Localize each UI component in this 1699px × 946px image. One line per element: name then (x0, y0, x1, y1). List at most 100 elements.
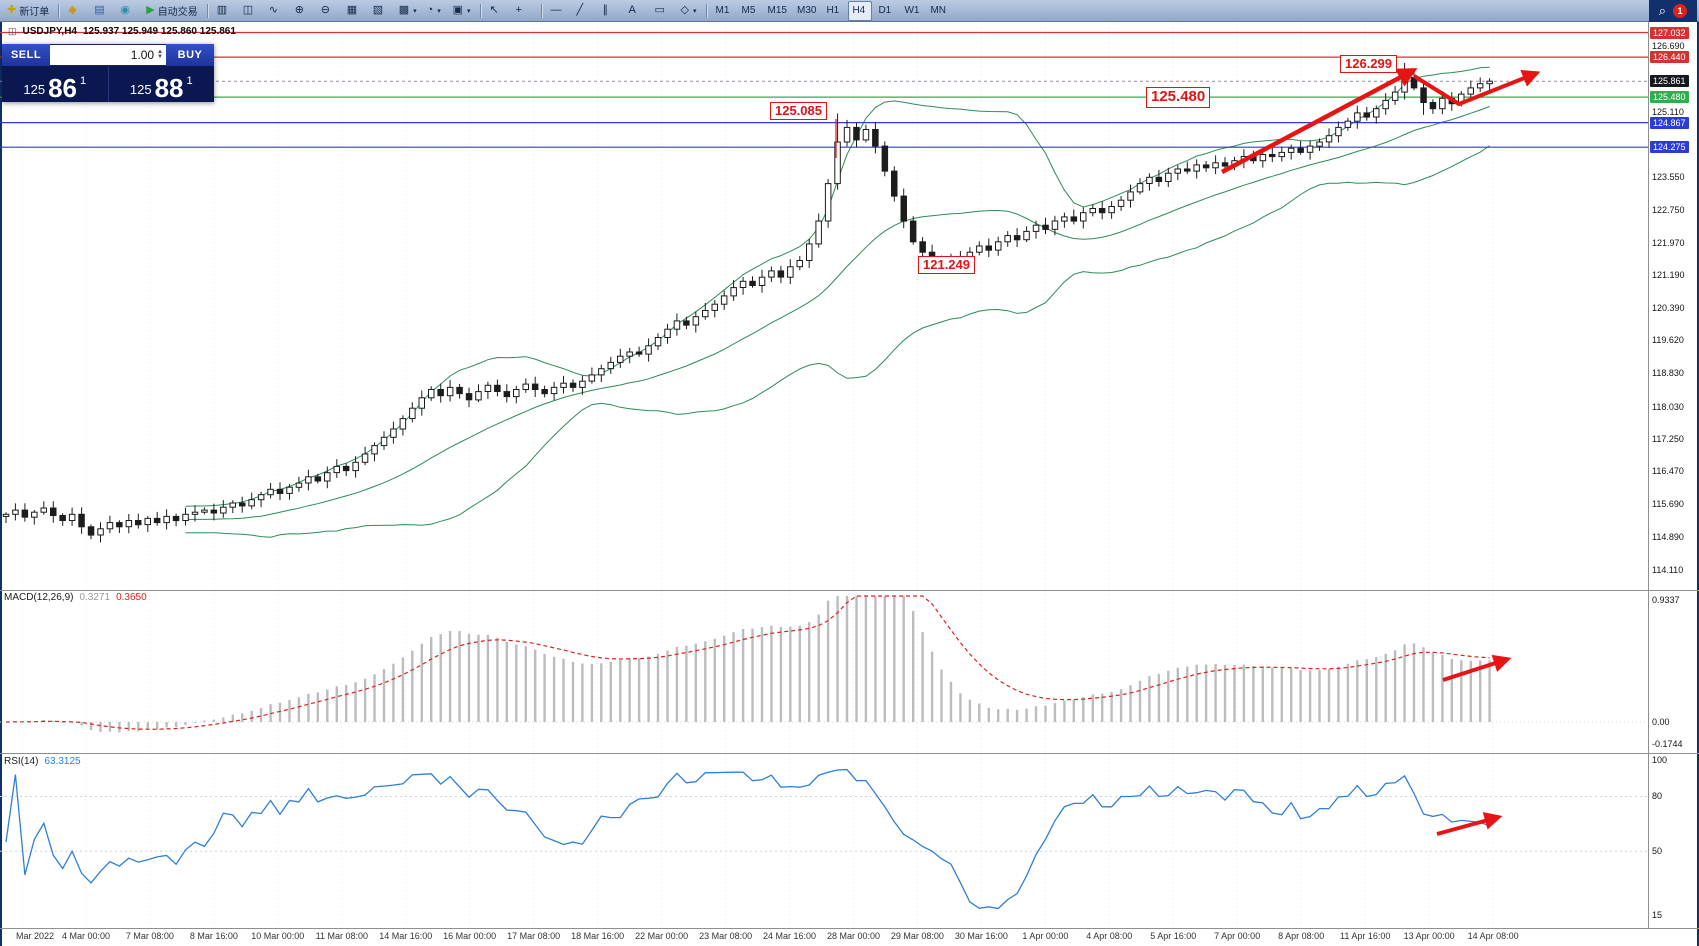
timeframe-h1-button[interactable]: H1 (822, 1, 846, 21)
crosshair-icon: + (515, 4, 522, 16)
timeframe-m30-button[interactable]: M30 (793, 1, 820, 21)
new-order-icon: ✚ (7, 4, 17, 16)
chevron-down-icon: ▾ (693, 7, 697, 15)
favorites-button[interactable]: ◆ (64, 1, 88, 21)
timeframe-h4-button-label: H4 (852, 5, 866, 16)
timeframe-w1-button-label: W1 (904, 5, 920, 16)
rsi-name: RSI(14) (4, 756, 39, 767)
candlestick-chart-button[interactable]: ◫ (239, 1, 263, 21)
autotrading-button-label: 自动交易 (157, 7, 198, 18)
toolbar-separator (58, 3, 60, 18)
bar-chart-icon: ▥ (216, 4, 228, 16)
zoom-out-button[interactable]: ⊖ (317, 1, 341, 21)
autotrading-button[interactable]: ▶ 自动交易 (142, 1, 201, 21)
symbol-and-timeframe: USDJPY,H4 (22, 26, 77, 37)
timeframe-m1-button-label: M1 (715, 5, 730, 16)
sell-button[interactable]: SELL (2, 44, 50, 66)
candlestick-chart-icon: ◫ (242, 4, 254, 16)
cascade-windows-button[interactable]: ▧ (369, 1, 393, 21)
volume-spinner[interactable]: ▲ ▼ (157, 49, 163, 60)
shapes-button[interactable]: ◇ ▾ (677, 1, 701, 21)
timeframe-d1-button-label: D1 (878, 5, 892, 16)
cursor-icon: ↖ (489, 4, 499, 16)
sell-price-pip: 1 (80, 75, 87, 87)
horizontal-line-button[interactable]: — (547, 1, 571, 21)
volume-value: 1.00 (130, 48, 155, 62)
periods-button[interactable]: ◔ ▾ (423, 1, 447, 21)
periods-icon: ◔ (426, 4, 434, 16)
timeframe-m5-button[interactable]: M5 (738, 1, 762, 21)
chevron-down-icon: ▾ (413, 7, 417, 15)
trade-panel-prices: 125 86 1 125 88 1 (2, 66, 214, 102)
toolbar-separator (206, 3, 208, 18)
new-order-button-label: 新订单 (19, 7, 50, 18)
symbol-icon: ◫ (8, 26, 17, 36)
line-chart-button[interactable]: ∿ (265, 1, 289, 21)
horizontal-line-icon: — (550, 4, 562, 16)
timeframe-m15-button-label: M15 (767, 5, 787, 16)
macd-main-value: 0.3271 (79, 592, 111, 603)
timeframe-w1-button[interactable]: W1 (900, 1, 924, 21)
new-chart-icon: ▩ (398, 4, 410, 16)
equidistant-channel-icon: ∥ (602, 4, 609, 16)
label-button[interactable]: ▭ (651, 1, 675, 21)
ohlc-values: 125.937 125.949 125.860 125.861 (82, 26, 236, 37)
notification-badge[interactable]: 1 (1673, 3, 1687, 18)
trendline-icon: ╱ (576, 4, 584, 16)
tile-windows-button[interactable]: ▦ (343, 1, 367, 21)
volume-input[interactable]: 1.00 ▲ ▼ (50, 44, 166, 66)
timeframe-mn-button[interactable]: MN (926, 1, 950, 21)
zoom-in-icon: ⊕ (294, 4, 304, 16)
line-chart-icon: ∿ (268, 4, 278, 16)
main-toolbar: ✚ 新订单 ◆ ▤ ◉ ▶ 自动交易 ▥ ◫ ∿ ⊕ ⊖ ▦ ▧ ▩ ▾ ◔ ▾ ▣ ▾ ↖ + — ╱ ∥ A ▭ ◇ ▾ M1 M5 M1… (0, 0, 1699, 22)
toolbar-buttons: ✚ 新订单 ◆ ▤ ◉ ▶ 自动交易 ▥ ◫ ∿ ⊕ ⊖ ▦ ▧ ▩ ▾ ◔ ▾ ▣ ▾ ↖ + — ╱ ∥ A ▭ ◇ ▾ M1 M5 M1… (2, 0, 951, 22)
shapes-icon: ◇ (680, 4, 689, 16)
toolbar-separator (540, 3, 542, 18)
zoom-in-button[interactable]: ⊕ (291, 1, 315, 21)
new-order-button[interactable]: ✚ 新订单 (3, 1, 53, 21)
label-icon: ▭ (654, 4, 665, 16)
buy-price-display[interactable]: 125 88 1 (109, 66, 215, 102)
bar-chart-button[interactable]: ▥ (213, 1, 237, 21)
profiles-icon: ▤ (94, 4, 105, 16)
profiles-button[interactable]: ▤ (90, 1, 114, 21)
timeframe-m1-button[interactable]: M1 (712, 1, 736, 21)
equidistant-channel-button[interactable]: ∥ (599, 1, 623, 21)
rsi-value: 63.3125 (44, 756, 81, 767)
chevron-down-icon: ▾ (437, 7, 441, 15)
search-icon[interactable]: ⌕ (1658, 3, 1666, 18)
buy-price-pip: 1 (186, 75, 193, 87)
chevron-down-icon: ▾ (467, 7, 471, 15)
toolbar-right-corner: ⌕ 1 (1648, 0, 1697, 22)
cascade-windows-icon: ▧ (372, 4, 384, 16)
cursor-button[interactable]: ↖ (486, 1, 510, 21)
new-chart-button[interactable]: ▩ ▾ (395, 1, 421, 21)
favorites-icon: ◆ (68, 4, 77, 16)
templates-button[interactable]: ▣ ▾ (449, 1, 475, 21)
timeframe-h1-button-label: H1 (826, 5, 840, 16)
quote-line: ◫ USDJPY,H4 125.937 125.949 125.860 125.… (8, 26, 236, 37)
toolbar-separator (705, 3, 707, 18)
timeframe-d1-button[interactable]: D1 (874, 1, 898, 21)
trendline-button[interactable]: ╱ (573, 1, 597, 21)
timeframe-m30-button-label: M30 (796, 5, 817, 16)
templates-icon: ▣ (452, 4, 464, 16)
text-icon: A (628, 4, 636, 16)
sell-price-prefix: 125 (23, 82, 46, 97)
macd-name: MACD(12,26,9) (4, 592, 74, 603)
timeframe-m15-button[interactable]: M15 (764, 1, 791, 21)
market-watch-button[interactable]: ◉ (116, 1, 140, 21)
tile-windows-icon: ▦ (346, 4, 358, 16)
timeframe-m5-button-label: M5 (741, 5, 756, 16)
crosshair-button[interactable]: + (512, 1, 536, 21)
timeframe-h4-button[interactable]: H4 (848, 0, 873, 21)
macd-indicator-label: MACD(12,26,9) 0.3271 0.3650 (4, 592, 147, 603)
sell-price-display[interactable]: 125 86 1 (2, 66, 109, 102)
trade-panel-controls: SELL 1.00 ▲ ▼ BUY (2, 44, 214, 66)
buy-button[interactable]: BUY (166, 44, 214, 66)
rsi-indicator-label: RSI(14) 63.3125 (4, 756, 81, 767)
text-button[interactable]: A (625, 1, 649, 21)
market-watch-icon: ◉ (120, 4, 130, 16)
